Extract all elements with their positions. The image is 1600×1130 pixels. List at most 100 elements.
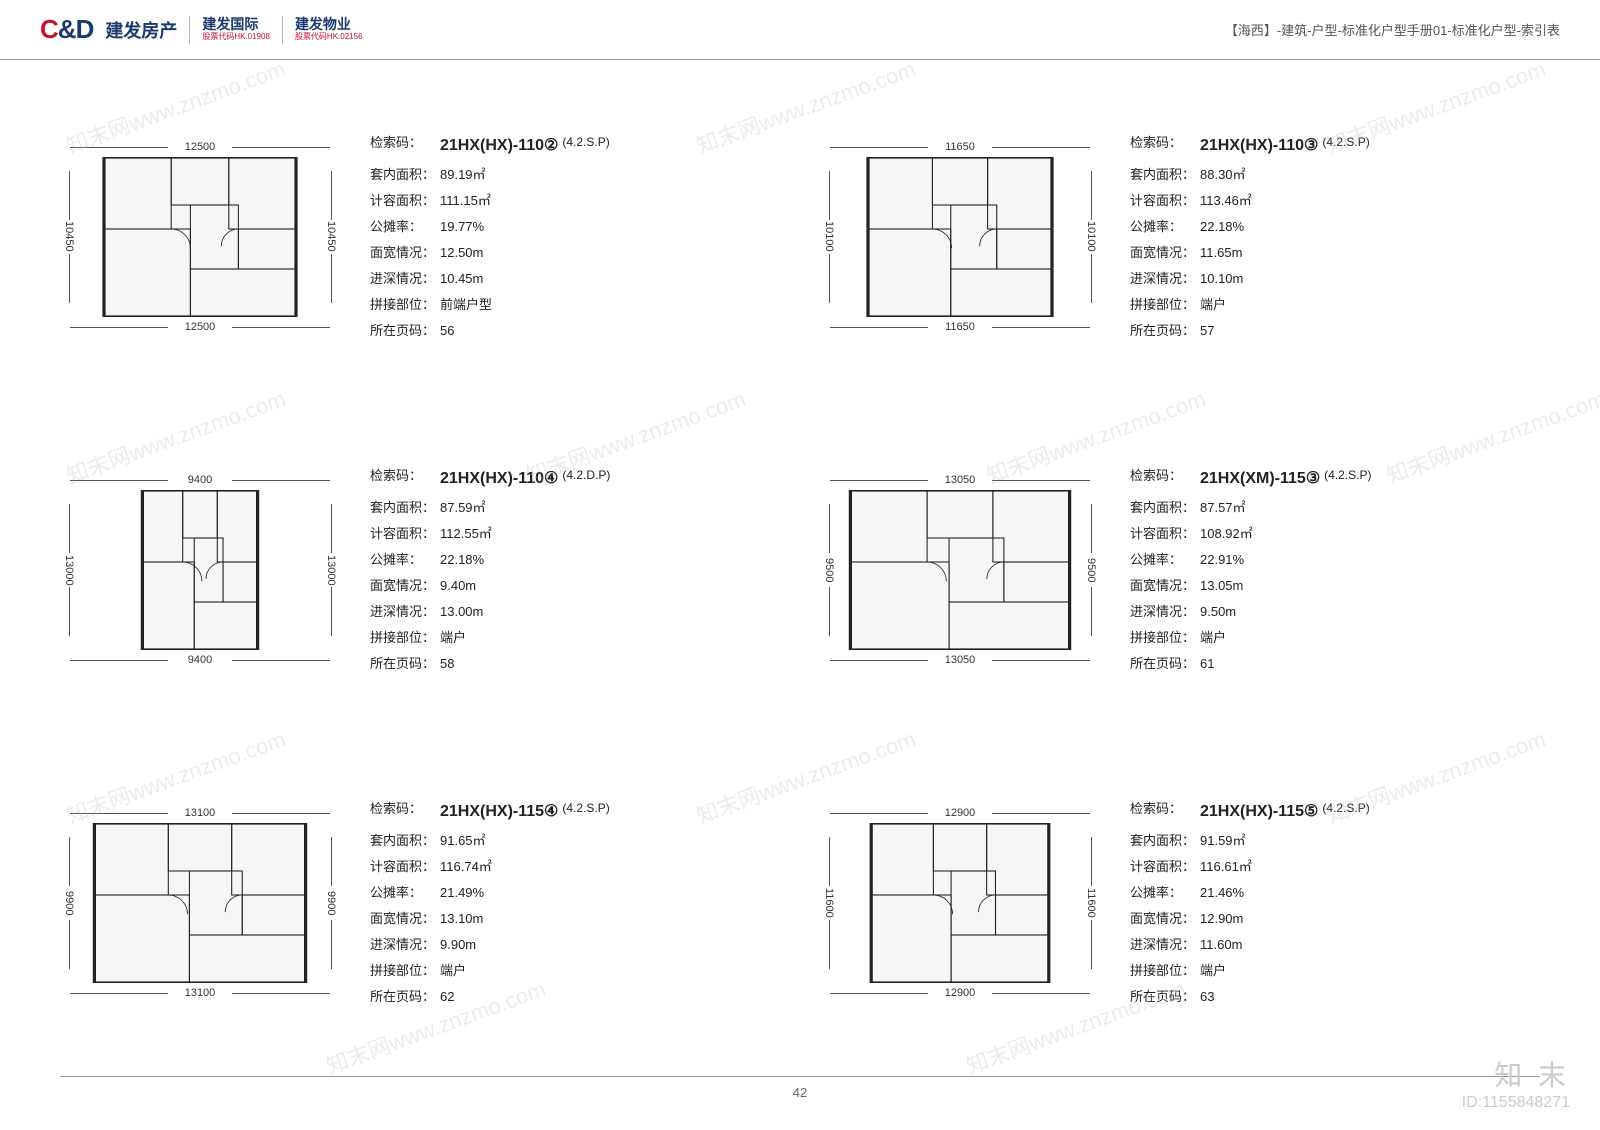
spec-value-page: 61: [1200, 651, 1214, 677]
spec-value-width: 13.10m: [440, 906, 483, 932]
spec-code-row: 检索码 21HX(HX)-110② (4.2.S.P): [370, 130, 780, 162]
spec-row: 所在页码61: [1130, 651, 1540, 677]
dimension-right: 11600: [1082, 833, 1100, 973]
spec-label: 所在页码: [370, 651, 440, 677]
spec-value-join: 端户: [440, 625, 466, 651]
spec-label: 拼接部位: [370, 292, 440, 318]
spec-code-suffix: (4.2.S.P): [1322, 130, 1369, 162]
spec-value-page: 57: [1200, 318, 1214, 344]
spec-label: 进深情况: [370, 932, 440, 958]
spec-row: 所在页码63: [1130, 984, 1540, 1010]
spec-value-join: 端户: [1200, 958, 1226, 984]
spec-code-suffix: (4.2.D.P): [562, 463, 610, 495]
spec-row: 拼接部位端户: [370, 958, 780, 984]
spec-row: 拼接部位端户: [1130, 292, 1540, 318]
spec-row: 面宽情况11.65m: [1130, 240, 1540, 266]
spec-row: 公摊率21.49%: [370, 880, 780, 906]
floorplan-drawing: [838, 823, 1082, 983]
spec-code-value: 21HX(XM)-115③: [1200, 463, 1320, 495]
spec-row: 拼接部位前端户型: [370, 292, 780, 318]
spec-label: 所在页码: [1130, 318, 1200, 344]
spec-value-calc-area: 116.61㎡: [1200, 854, 1252, 880]
spec-row: 面宽情况13.10m: [370, 906, 780, 932]
spec-row: 计容面积108.92㎡: [1130, 521, 1540, 547]
floorplan-drawing: [78, 490, 322, 650]
spec-code-row: 检索码 21HX(XM)-115③ (4.2.S.P): [1130, 463, 1540, 495]
spec-value-width: 11.65m: [1200, 240, 1242, 266]
floorplan-box: 11650 10100 10100 11650: [820, 137, 1100, 337]
unit-cell: 13050 9500 9500 13050 检索码 21HX(XM)-115③ …: [820, 413, 1540, 726]
spec-label: 公摊率: [1130, 880, 1200, 906]
spec-label: 面宽情况: [370, 240, 440, 266]
spec-value-inner-area: 89.19㎡: [440, 162, 486, 188]
spec-code-suffix: (4.2.S.P): [1322, 796, 1369, 828]
logo-sub1-code: 股票代码HK.01908: [202, 33, 270, 42]
spec-value-page: 58: [440, 651, 454, 677]
spec-value-inner-area: 87.57㎡: [1200, 495, 1246, 521]
spec-row: 面宽情况13.05m: [1130, 573, 1540, 599]
dimension-bottom: 12900: [820, 983, 1100, 1003]
spec-row: 拼接部位端户: [370, 625, 780, 651]
spec-label-code: 检索码: [370, 796, 440, 828]
spec-code-row: 检索码 21HX(HX)-110④ (4.2.D.P): [370, 463, 780, 495]
floorplan-drawing: [838, 490, 1082, 650]
spec-value-join: 端户: [1200, 292, 1226, 318]
logo-main-text: 建发房产: [105, 17, 177, 43]
spec-value-share-rate: 22.18%: [1200, 214, 1244, 240]
spec-row: 进深情况11.60m: [1130, 932, 1540, 958]
spec-row: 进深情况13.00m: [370, 599, 780, 625]
spec-value-calc-area: 108.92㎡: [1200, 521, 1253, 547]
content-grid: 12500 10450 10450 12500 检索码 21HX(HX)-110…: [60, 80, 1540, 1060]
spec-label: 拼接部位: [1130, 625, 1200, 651]
spec-label: 进深情况: [1130, 599, 1200, 625]
floorplan-drawing: [78, 157, 322, 317]
spec-label: 套内面积: [1130, 828, 1200, 854]
dimension-left: 10100: [820, 167, 838, 307]
spec-value-join: 端户: [1200, 625, 1226, 651]
spec-label: 所在页码: [1130, 651, 1200, 677]
dimension-top: 9400: [60, 470, 340, 490]
spec-label-code: 检索码: [370, 130, 440, 162]
spec-label-code: 检索码: [1130, 796, 1200, 828]
dimension-top: 13050: [820, 470, 1100, 490]
spec-row: 计容面积112.55㎡: [370, 521, 780, 547]
floorplan-box: 9400 13000 13000 9400: [60, 470, 340, 670]
spec-label-code: 检索码: [1130, 463, 1200, 495]
spec-value-inner-area: 91.65㎡: [440, 828, 486, 854]
spec-value-page: 56: [440, 318, 454, 344]
spec-value-share-rate: 21.46%: [1200, 880, 1244, 906]
spec-label: 拼接部位: [370, 625, 440, 651]
spec-label: 拼接部位: [1130, 958, 1200, 984]
spec-label: 面宽情况: [370, 906, 440, 932]
spec-row: 拼接部位端户: [1130, 625, 1540, 651]
spec-label: 计容面积: [1130, 188, 1200, 214]
spec-label: 公摊率: [370, 214, 440, 240]
spec-block: 检索码 21HX(XM)-115③ (4.2.S.P) 套内面积87.57㎡ 计…: [1130, 463, 1540, 677]
plan-row: 9900 9900: [60, 823, 340, 983]
spec-value-page: 63: [1200, 984, 1214, 1010]
spec-label: 套内面积: [370, 828, 440, 854]
spec-label: 计容面积: [1130, 854, 1200, 880]
floorplan-drawing: [838, 157, 1082, 317]
spec-label: 套内面积: [1130, 495, 1200, 521]
logo-sub-2: 建发物业 股票代码HK.02156: [295, 17, 363, 41]
spec-value-share-rate: 21.49%: [440, 880, 484, 906]
spec-code-value: 21HX(HX)-115④: [440, 796, 558, 828]
spec-value-join: 前端户型: [440, 292, 492, 318]
dimension-bottom: 11650: [820, 317, 1100, 337]
plan-row: 13000 13000: [60, 490, 340, 650]
dimension-right: 9900: [322, 833, 340, 973]
spec-label: 所在页码: [370, 318, 440, 344]
spec-value-width: 13.05m: [1200, 573, 1243, 599]
dimension-top: 13100: [60, 803, 340, 823]
spec-value-depth: 10.45m: [440, 266, 483, 292]
dimension-right: 9500: [1082, 500, 1100, 640]
spec-row: 套内面积88.30㎡: [1130, 162, 1540, 188]
plan-row: 9500 9500: [820, 490, 1100, 650]
dimension-left: 13000: [60, 500, 78, 640]
spec-row: 计容面积116.61㎡: [1130, 854, 1540, 880]
plan-row: 11600 11600: [820, 823, 1100, 983]
spec-row: 拼接部位端户: [1130, 958, 1540, 984]
spec-label: 面宽情况: [1130, 573, 1200, 599]
spec-code-value: 21HX(HX)-110④: [440, 463, 558, 495]
